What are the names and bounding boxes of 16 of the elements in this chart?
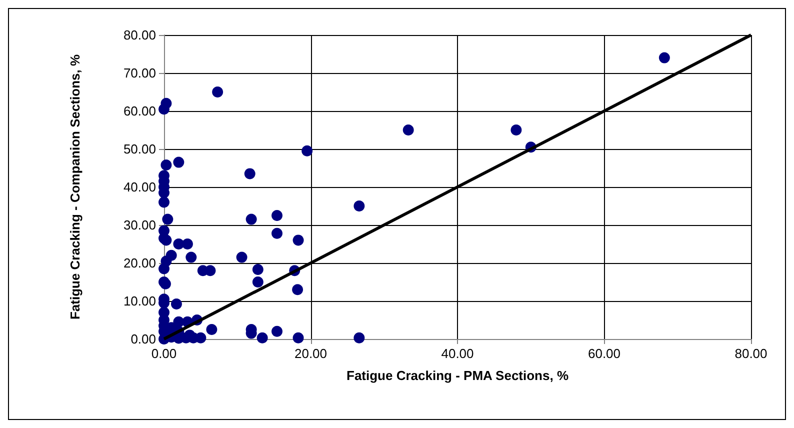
y-tick-label: 50.00	[123, 142, 156, 156]
x-axis-title: Fatigue Cracking - PMA Sections, %	[346, 368, 569, 383]
y-tick-label: 70.00	[123, 66, 156, 80]
x-tick-label: 60.00	[588, 346, 621, 361]
y-tick-label: 30.00	[123, 218, 156, 232]
x-tick-label: 80.00	[734, 346, 768, 361]
y-tick-label: 10.00	[123, 294, 156, 308]
y-axis-title: Fatigue Cracking - Companion Sections, %	[68, 54, 82, 320]
y-tick-label: 0.00	[130, 332, 156, 346]
x-tick-label: 0.00	[151, 346, 177, 361]
y-tick-label: 60.00	[123, 104, 156, 118]
y-tick-label: 40.00	[123, 180, 156, 194]
x-tick-label: 20.00	[294, 346, 328, 361]
x-tick-label: 40.00	[441, 346, 474, 361]
y-tick-label: 20.00	[123, 256, 156, 270]
y-tick-label: 80.00	[123, 28, 156, 42]
